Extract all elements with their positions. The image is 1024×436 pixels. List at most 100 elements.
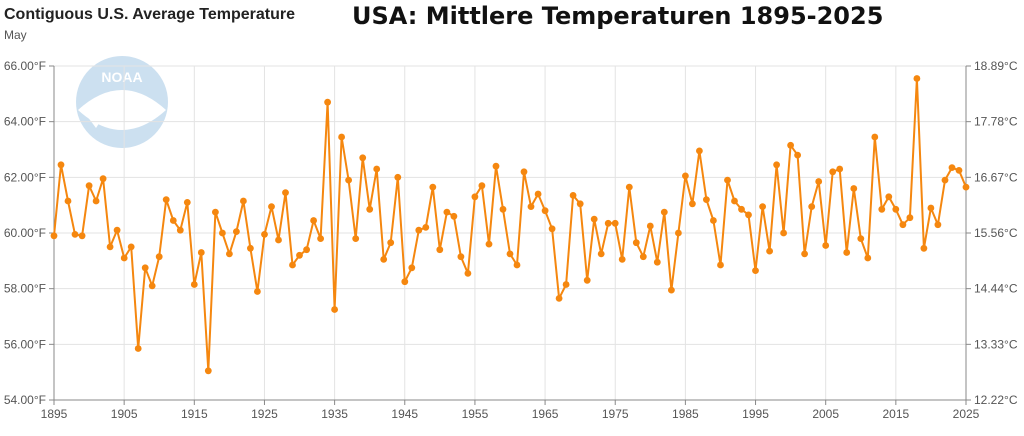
- data-point: [169, 217, 177, 224]
- data-point: [436, 246, 444, 254]
- data-point: [261, 231, 268, 238]
- data-point: [197, 249, 205, 256]
- data-point: [78, 232, 86, 240]
- data-point: [506, 250, 514, 258]
- data-point: [457, 253, 465, 261]
- y-tick-label-right: 14.44°C: [974, 282, 1018, 296]
- data-point: [836, 165, 844, 173]
- data-point: [590, 215, 598, 223]
- data-point: [324, 98, 331, 106]
- data-point: [120, 254, 128, 262]
- data-point: [162, 196, 170, 204]
- data-point: [310, 217, 317, 224]
- y-tick-label-left: 60.00°F: [4, 226, 46, 240]
- x-tick-label: 2025: [953, 407, 980, 421]
- data-point: [345, 176, 352, 184]
- data-point: [282, 189, 289, 197]
- x-tick-label: 2015: [882, 407, 909, 421]
- data-point: [948, 164, 956, 172]
- data-point: [745, 211, 752, 219]
- overlay-title: USA: Mittlere Temperaturen 1895-2025: [352, 2, 884, 30]
- data-point: [885, 193, 893, 201]
- data-point: [794, 151, 801, 159]
- x-tick-label: 2005: [812, 407, 839, 421]
- data-point: [520, 168, 528, 176]
- data-point: [541, 207, 549, 215]
- data-point: [247, 244, 254, 252]
- y-tick-label-right: 13.33°C: [974, 337, 1018, 351]
- data-point: [955, 167, 963, 174]
- data-point: [696, 147, 703, 155]
- chart-subtitle: May: [4, 28, 27, 42]
- x-tick-label: 1925: [251, 407, 278, 421]
- y-tick-label-right: 16.67°C: [974, 170, 1018, 184]
- noaa-logo-text: NOAA: [101, 69, 142, 85]
- data-point: [64, 197, 72, 205]
- data-point: [141, 264, 149, 272]
- data-point: [359, 154, 367, 162]
- data-point: [408, 264, 416, 272]
- y-tick-label-right: 17.78°C: [974, 115, 1018, 129]
- data-point: [415, 226, 423, 234]
- x-tick-label: 1955: [462, 407, 489, 421]
- data-point: [240, 197, 247, 205]
- data-point: [548, 225, 556, 233]
- x-tick-label: 1945: [391, 407, 418, 421]
- data-point: [71, 231, 79, 238]
- x-tick-label: 1975: [602, 407, 629, 421]
- data-point: [927, 204, 935, 212]
- data-point: [394, 173, 402, 181]
- data-point: [731, 197, 738, 205]
- data-point: [920, 244, 928, 252]
- x-tick-label: 1915: [181, 407, 208, 421]
- data-point: [338, 133, 345, 141]
- y-tick-label-right: 18.89°C: [974, 59, 1018, 73]
- data-point: [682, 172, 689, 180]
- data-point: [941, 176, 949, 184]
- data-point: [204, 367, 212, 375]
- data-point: [576, 200, 584, 208]
- data-point: [226, 250, 233, 258]
- data-point: [373, 165, 381, 173]
- data-point: [801, 250, 808, 258]
- data-point: [492, 162, 500, 170]
- data-point: [913, 75, 921, 82]
- data-point: [99, 175, 107, 183]
- series-line: [53, 77, 967, 372]
- data-point: [618, 256, 626, 263]
- data-point: [85, 182, 93, 190]
- data-point: [625, 183, 633, 191]
- data-point: [597, 250, 605, 258]
- labels-layer: 54.00°F 12.22°C 56.00°F 13.33°C 58.00°F 14.44…: [4, 59, 1018, 421]
- data-point: [773, 161, 780, 169]
- data-point: [443, 208, 451, 216]
- data-point: [759, 203, 766, 211]
- data-point: [113, 226, 121, 234]
- data-point: [864, 254, 872, 262]
- data-point: [212, 208, 219, 216]
- data-point: [675, 229, 682, 237]
- data-point: [892, 205, 900, 213]
- data-point: [604, 219, 612, 227]
- data-point: [780, 229, 787, 237]
- data-point: [962, 183, 970, 191]
- data-point: [268, 203, 275, 211]
- data-point: [583, 276, 591, 284]
- x-tick-label: 1905: [111, 407, 138, 421]
- x-tick-label: 1965: [532, 407, 559, 421]
- data-point: [829, 168, 837, 176]
- data-point: [190, 281, 198, 288]
- data-point: [527, 203, 535, 211]
- data-point: [660, 208, 668, 216]
- x-tick-label: 1935: [321, 407, 348, 421]
- data-point: [934, 221, 942, 229]
- data-point: [787, 141, 794, 149]
- data-point: [843, 249, 851, 256]
- data-point: [352, 235, 360, 243]
- data-point: [871, 133, 879, 141]
- data-point: [471, 193, 479, 201]
- noaa-logo: NOAA: [76, 56, 168, 148]
- data-point: [808, 203, 816, 211]
- data-point: [878, 205, 886, 213]
